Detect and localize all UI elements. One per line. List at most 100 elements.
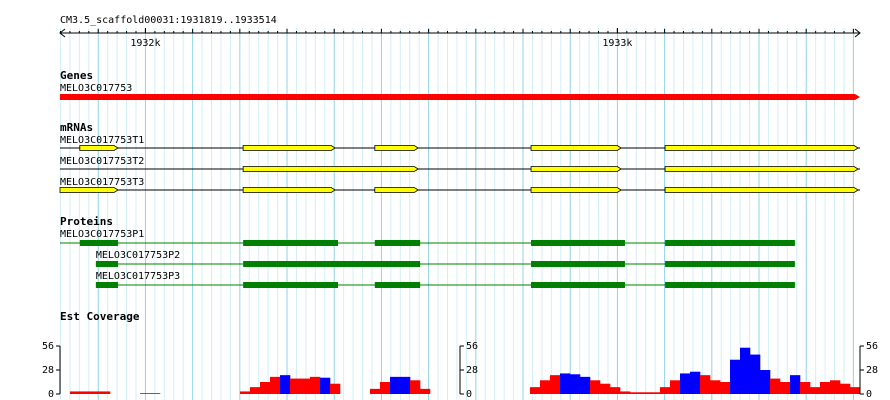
ruler-tick-label: 1933k (602, 38, 632, 49)
coverage-bin (780, 382, 791, 394)
coverage-bin (740, 347, 751, 394)
coverage-bin (100, 391, 111, 394)
cds (95, 282, 119, 288)
cds (665, 240, 795, 246)
exon (530, 166, 622, 172)
feature-name: MELO3C017753P3 (96, 271, 180, 282)
cds (243, 282, 338, 288)
coverage-bin (550, 375, 561, 394)
ruler-label: CM3.5_scaffold00031:1931819..1933514 (60, 15, 277, 26)
coverage-bin (630, 392, 641, 394)
coverage-bin (260, 382, 271, 394)
coverage-bin (810, 387, 821, 394)
feature-name: MELO3C017753P1 (60, 229, 144, 240)
coverage-bin (540, 380, 551, 394)
coverage-bin (320, 377, 331, 394)
exon (530, 187, 622, 193)
track-title: Est Coverage (60, 310, 140, 323)
exon (242, 145, 336, 151)
coverage-bin (600, 383, 611, 394)
coverage-bin (660, 387, 671, 394)
coverage-bin (380, 382, 391, 394)
coverage-bin (680, 373, 691, 394)
coverage-bin (590, 380, 601, 394)
coverage-bin (800, 382, 811, 394)
coverage-bin (270, 376, 281, 394)
ruler-arrow (59, 28, 861, 38)
coverage-bin (240, 391, 251, 394)
coverage-bin (750, 354, 761, 394)
exon (242, 166, 419, 172)
cds (531, 282, 625, 288)
gene-bar (60, 94, 860, 100)
coverage-bin (310, 376, 321, 394)
coverage-tick-label: 0 (866, 389, 872, 400)
coverage-bin (290, 378, 301, 394)
coverage-tick-label: 28 (42, 365, 54, 376)
feature-name: MELO3C017753T1 (60, 135, 144, 146)
feature-name: MELO3C017753T3 (60, 177, 144, 188)
coverage-bin (330, 383, 341, 394)
coverage-bin (250, 387, 261, 394)
coverage-tick-label: 28 (466, 365, 478, 376)
coverage-bin (140, 393, 151, 394)
coverage-bin (700, 375, 711, 394)
coverage-tick-label: 28 (866, 365, 878, 376)
coverage-bin (820, 382, 831, 394)
coverage-bin (390, 376, 401, 394)
coverage-bin (650, 392, 661, 394)
coverage-bin (770, 378, 781, 394)
feature-name: MELO3C017753 (60, 83, 132, 94)
exon (79, 145, 119, 151)
exon (664, 166, 859, 172)
coverage-bin (410, 380, 421, 394)
exon (242, 187, 336, 193)
coverage-bin (670, 380, 681, 394)
cds (243, 240, 338, 246)
cds (95, 261, 119, 267)
coverage-bin (300, 378, 311, 394)
cds (79, 240, 119, 246)
coverage-bin (420, 388, 431, 394)
coverage-bin (620, 391, 631, 394)
coverage-bin (580, 376, 591, 394)
coverage-bin (90, 391, 101, 394)
coverage-bin (370, 388, 381, 394)
exon (374, 145, 419, 151)
coverage-bin (80, 391, 91, 394)
coverage-bin (840, 383, 851, 394)
coverage-tick-label: 0 (48, 389, 54, 400)
exon (59, 187, 119, 193)
exon (374, 187, 419, 193)
track-title: Genes (60, 69, 93, 82)
coverage-bin (70, 391, 81, 394)
coverage-bin (790, 375, 801, 394)
coverage-bin (560, 373, 571, 394)
coverage-bin (720, 382, 731, 394)
cds (243, 261, 421, 267)
coverage-bin (710, 380, 721, 394)
coverage-bin (400, 376, 411, 394)
cds (374, 240, 421, 246)
coverage-bin (150, 393, 161, 394)
cds (665, 282, 795, 288)
coverage-bin (760, 370, 771, 394)
coverage-bin (570, 374, 581, 394)
exon (530, 145, 622, 151)
track-title: Proteins (60, 215, 113, 228)
cds (665, 261, 795, 267)
coverage-tick-label: 56 (466, 341, 478, 352)
coverage-bin (640, 392, 651, 394)
ruler-tick-label: 1932k (130, 38, 160, 49)
coverage-tick-label: 0 (466, 389, 472, 400)
coverage-bin (530, 387, 541, 394)
exon (664, 145, 859, 151)
coverage-bin (280, 375, 291, 394)
coverage-bin (730, 359, 741, 394)
coverage-bin (850, 387, 861, 394)
feature-name: MELO3C017753T2 (60, 156, 144, 167)
cds (531, 240, 625, 246)
coverage-tick-label: 56 (866, 341, 878, 352)
exon (664, 187, 859, 193)
